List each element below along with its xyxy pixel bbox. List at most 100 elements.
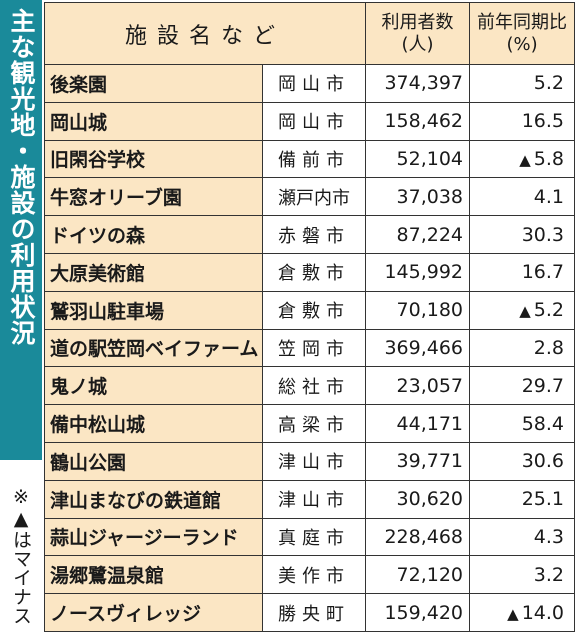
visitor-count: 30,620 — [365, 479, 471, 519]
visitor-count: 39,771 — [365, 441, 471, 481]
facility-name: ノースヴィレッジ — [44, 593, 263, 632]
yoy-ratio: ▲29.7 — [469, 366, 576, 406]
yoy-ratio: ▲58.4 — [469, 404, 576, 443]
yoy-ratio-value: 29.7 — [521, 374, 565, 397]
facility-name: 鶴山公園 — [44, 441, 263, 481]
municipality: 赤磐市 — [261, 215, 367, 254]
yoy-ratio: ▲ 5.8 — [469, 139, 576, 179]
header-ratio-unit: (%) — [506, 33, 538, 55]
facility-name: 鷲羽山駐車場 — [44, 290, 263, 330]
header-ratio-label: 前年同期比 — [477, 11, 568, 33]
visitor-count: 145,992 — [365, 252, 471, 292]
yoy-ratio: ▲2.8 — [469, 328, 576, 368]
municipality: 備前市 — [261, 139, 367, 179]
yoy-ratio-value: 25.1 — [521, 488, 565, 511]
yoy-ratio: ▲4.3 — [469, 517, 576, 557]
municipality: 倉敷市 — [261, 290, 367, 330]
municipality: 笠岡市 — [261, 328, 367, 368]
yoy-ratio: ▲30.3 — [469, 215, 576, 254]
visitor-count: 72,120 — [365, 555, 471, 595]
yoy-ratio-value: 3.2 — [533, 563, 565, 586]
facility-name: 岡山城 — [44, 101, 263, 141]
facility-name: ドイツの森 — [44, 215, 263, 254]
facility-name: 津山まなびの鉄道館 — [44, 479, 263, 519]
visitor-count: 23,057 — [365, 366, 471, 406]
yoy-ratio-value: 4.1 — [533, 185, 565, 208]
municipality: 美作市 — [261, 555, 367, 595]
municipality: 岡山市 — [261, 64, 367, 103]
header-ratio: 前年同期比 (%) — [469, 2, 576, 65]
facility-name: 湯郷鷺温泉館 — [44, 555, 263, 595]
title-sidebar: 主な観光地・施設の利用状況 — [0, 0, 42, 460]
table-row: 鷲羽山駐車場 倉敷市 70,180 ▲ 5.2 — [44, 290, 576, 330]
visitor-count: 87,224 — [365, 215, 471, 254]
facility-name: 大原美術館 — [44, 252, 263, 292]
yoy-ratio: ▲4.1 — [469, 177, 576, 217]
table-title: 主な観光地・施設の利用状況 — [7, 8, 36, 346]
visitor-count: 159,420 — [365, 593, 471, 632]
yoy-ratio-value: 4.3 — [533, 525, 565, 548]
yoy-ratio-value: 16.5 — [521, 110, 565, 133]
visitor-count: 70,180 — [365, 290, 471, 330]
table-row: ノースヴィレッジ 勝央町 159,420 ▲ 14.0 — [44, 593, 576, 632]
yoy-ratio: ▲ 14.0 — [469, 593, 576, 632]
header-visitors: 利用者数 (人) — [365, 2, 471, 65]
municipality: 高梁市 — [261, 404, 367, 443]
facility-name: 牛窓オリーブ園 — [44, 177, 263, 217]
yoy-ratio-value: 30.6 — [521, 450, 565, 473]
municipality: 津山市 — [261, 441, 367, 481]
yoy-ratio-value: 14.0 — [521, 601, 565, 624]
negative-note: ※▲はマイナス — [10, 486, 32, 625]
municipality: 瀬戸内市 — [261, 177, 367, 217]
yoy-ratio: ▲16.5 — [469, 101, 576, 141]
header-facility-name: 施設名など — [43, 2, 367, 65]
header-visitors-unit: (人) — [401, 33, 434, 55]
table-row: 旧閑谷学校 備前市 52,104 ▲ 5.8 — [44, 139, 576, 179]
facility-name: 蒜山ジャージーランド — [44, 517, 263, 557]
municipality: 総社市 — [261, 366, 367, 406]
yoy-ratio: ▲25.1 — [469, 479, 576, 519]
yoy-ratio-value: 5.2 — [533, 72, 565, 95]
negative-triangle-icon: ▲ — [519, 150, 531, 169]
header-visitors-label: 利用者数 — [381, 11, 454, 33]
visitor-count: 228,468 — [365, 517, 471, 557]
yoy-ratio-value: 16.7 — [521, 261, 565, 284]
yoy-ratio-value: 5.8 — [533, 147, 565, 170]
municipality: 勝央町 — [261, 593, 367, 632]
yoy-ratio: ▲16.7 — [469, 252, 576, 292]
negative-triangle-icon: ▲ — [519, 302, 531, 321]
yoy-ratio: ▲3.2 — [469, 555, 576, 595]
visitor-count: 52,104 — [365, 139, 471, 179]
municipality: 岡山市 — [261, 101, 367, 141]
municipality: 津山市 — [261, 479, 367, 519]
visitor-count: 44,171 — [365, 404, 471, 443]
facility-name: 鬼ノ城 — [44, 366, 263, 406]
yoy-ratio-value: 30.3 — [521, 223, 565, 246]
yoy-ratio: ▲5.2 — [469, 64, 576, 103]
facility-name: 旧閑谷学校 — [44, 139, 263, 179]
yoy-ratio-value: 2.8 — [533, 336, 565, 359]
facility-name: 後楽園 — [44, 64, 263, 103]
facility-name: 道の駅笠岡ベイファーム — [44, 328, 263, 368]
yoy-ratio-value: 58.4 — [521, 412, 565, 435]
municipality: 真庭市 — [261, 517, 367, 557]
yoy-ratio-value: 5.2 — [533, 299, 565, 322]
yoy-ratio: ▲30.6 — [469, 441, 576, 481]
header-row: 施設名など 利用者数 (人) 前年同期比 (%) — [43, 2, 576, 65]
visitor-count: 37,038 — [365, 177, 471, 217]
visitor-count: 369,466 — [365, 328, 471, 368]
facility-name: 備中松山城 — [44, 404, 263, 443]
visitor-count: 374,397 — [365, 64, 471, 103]
